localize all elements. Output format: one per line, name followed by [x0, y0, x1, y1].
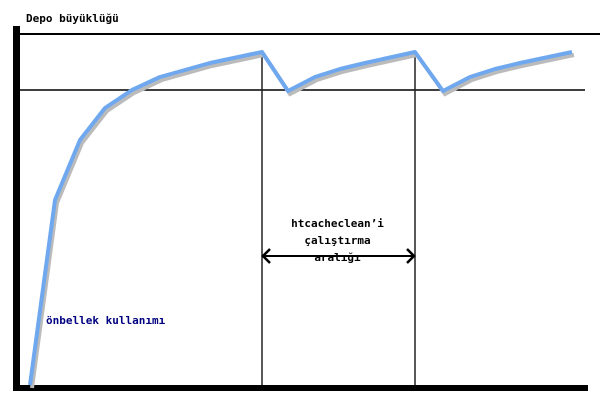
interval-label-line: çalıştırma [304, 234, 371, 247]
interval-arrow [261, 248, 416, 264]
interval-label-line: aralığı [314, 251, 361, 264]
y-axis [13, 26, 20, 391]
interval-label-line: htcacheclean’i [291, 217, 384, 230]
curve-shadow [30, 52, 575, 389]
y-axis-title: Depo büyüklüğü [26, 12, 119, 25]
cache-usage-curve [28, 50, 573, 386]
usage-label: önbellek kullanımı [46, 314, 166, 327]
interval-label: htcacheclean’i çalıştırma aralığı [270, 215, 405, 266]
x-axis [13, 385, 588, 391]
